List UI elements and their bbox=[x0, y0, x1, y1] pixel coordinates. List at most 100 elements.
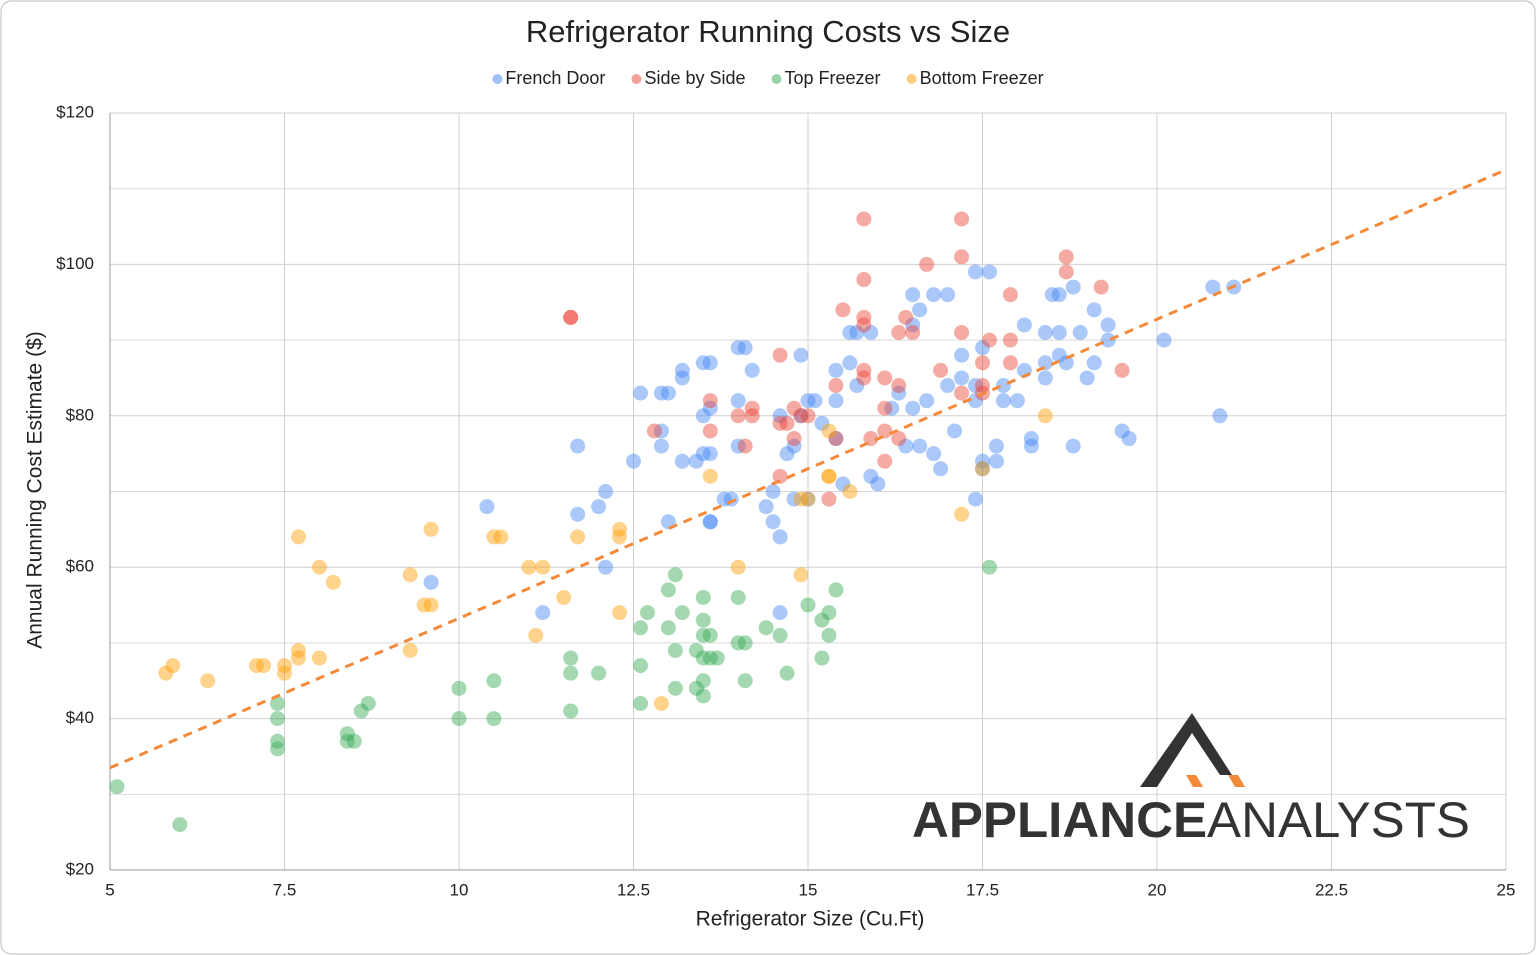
logo-bold: APPLIANCE bbox=[912, 792, 1207, 848]
point bbox=[744, 408, 760, 424]
point bbox=[200, 673, 216, 689]
point bbox=[353, 703, 369, 719]
point bbox=[737, 340, 753, 356]
point bbox=[311, 559, 327, 575]
point bbox=[877, 453, 893, 469]
point bbox=[905, 287, 921, 303]
point bbox=[695, 446, 711, 462]
y-tick-label: $20 bbox=[66, 859, 94, 878]
point bbox=[1058, 355, 1074, 371]
point bbox=[688, 680, 704, 696]
point bbox=[884, 400, 900, 416]
point bbox=[688, 453, 704, 469]
point bbox=[270, 711, 286, 727]
point bbox=[277, 658, 292, 674]
point bbox=[702, 468, 718, 484]
point bbox=[660, 582, 676, 598]
point bbox=[563, 309, 579, 325]
point bbox=[570, 506, 586, 522]
point bbox=[1121, 431, 1137, 447]
point bbox=[688, 642, 704, 658]
point bbox=[954, 325, 970, 341]
point bbox=[521, 559, 537, 575]
x-axis-label: Refrigerator Size (Cu.Ft) bbox=[696, 908, 925, 931]
x-tick-label: 20 bbox=[1148, 880, 1167, 899]
point bbox=[1093, 279, 1109, 295]
point bbox=[828, 378, 844, 394]
point bbox=[1065, 438, 1081, 454]
point bbox=[898, 438, 914, 454]
point bbox=[1114, 362, 1130, 378]
point bbox=[1051, 287, 1067, 303]
point bbox=[1086, 355, 1102, 371]
point bbox=[737, 673, 753, 689]
point bbox=[995, 378, 1011, 394]
point bbox=[660, 620, 676, 636]
point bbox=[981, 332, 997, 348]
point bbox=[772, 347, 788, 363]
point bbox=[1002, 287, 1018, 303]
point bbox=[632, 658, 648, 674]
point bbox=[779, 415, 795, 431]
point bbox=[256, 658, 272, 674]
point bbox=[311, 650, 327, 666]
point bbox=[779, 446, 795, 462]
legend-marker bbox=[771, 74, 782, 84]
point bbox=[451, 680, 467, 696]
point bbox=[814, 612, 830, 628]
point bbox=[1044, 287, 1060, 303]
point bbox=[1079, 370, 1095, 386]
point bbox=[800, 597, 816, 613]
point bbox=[772, 627, 788, 643]
point bbox=[723, 491, 739, 507]
x-tick-label: 15 bbox=[799, 880, 818, 899]
point bbox=[835, 476, 851, 492]
point bbox=[290, 529, 306, 545]
logo: APPLIANCE ANALYSTS bbox=[912, 713, 1470, 848]
logo-text: APPLIANCE ANALYSTS bbox=[912, 792, 1470, 848]
point bbox=[975, 461, 990, 477]
y-tick-label: $60 bbox=[66, 557, 94, 576]
point bbox=[270, 733, 286, 749]
point bbox=[744, 400, 760, 416]
logo-mark bbox=[1140, 713, 1232, 787]
point bbox=[709, 650, 725, 666]
point bbox=[954, 370, 970, 386]
point bbox=[919, 393, 935, 409]
point bbox=[800, 491, 816, 507]
point bbox=[402, 642, 418, 658]
point bbox=[346, 733, 362, 749]
point bbox=[975, 355, 990, 371]
point bbox=[828, 431, 844, 447]
point bbox=[674, 362, 690, 378]
point bbox=[856, 272, 872, 288]
point bbox=[863, 468, 879, 484]
point bbox=[612, 605, 628, 621]
x-tick-label: 12.5 bbox=[617, 880, 650, 899]
point bbox=[290, 642, 306, 658]
point bbox=[486, 673, 502, 689]
y-tick-label: $120 bbox=[56, 102, 94, 121]
point bbox=[898, 309, 914, 325]
point bbox=[793, 347, 809, 363]
point bbox=[877, 400, 893, 416]
point bbox=[765, 484, 781, 499]
point bbox=[821, 468, 837, 484]
point bbox=[772, 415, 788, 431]
point bbox=[695, 650, 711, 666]
point bbox=[968, 264, 984, 280]
point bbox=[1002, 355, 1018, 371]
point bbox=[556, 589, 572, 605]
point bbox=[793, 491, 809, 507]
point bbox=[821, 468, 837, 484]
point bbox=[912, 302, 928, 318]
point bbox=[849, 378, 865, 394]
point bbox=[988, 438, 1004, 454]
point bbox=[730, 635, 746, 651]
point bbox=[570, 438, 586, 454]
point bbox=[758, 499, 774, 515]
point bbox=[660, 385, 676, 401]
point bbox=[535, 559, 551, 575]
